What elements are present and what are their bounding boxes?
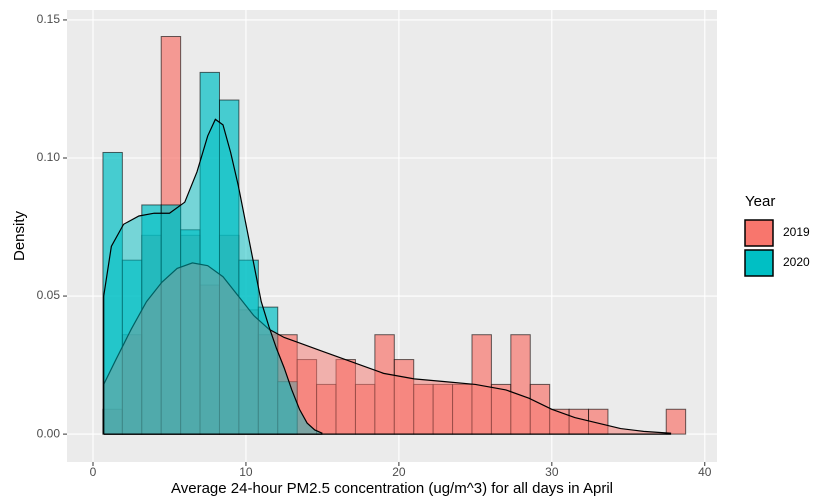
histogram-bar — [665, 408, 687, 435]
y-tick-label: 0.10 — [37, 150, 61, 164]
legend-key — [744, 219, 774, 247]
x-tick-label: 40 — [698, 465, 712, 479]
x-tick-label: 10 — [239, 465, 253, 479]
legend-label: 2020 — [783, 255, 810, 269]
legend-title: Year — [745, 193, 775, 210]
x-axis-title: Average 24-hour PM2.5 concentration (ug/… — [171, 480, 613, 497]
density-line — [103, 118, 323, 434]
density-area — [103, 119, 323, 435]
x-tick-label: 20 — [392, 465, 406, 479]
y-tick-label: 0.15 — [37, 12, 61, 26]
legend-label: 2019 — [783, 225, 810, 239]
y-tick-label: 0.05 — [37, 288, 61, 302]
y-axis-title: Density — [11, 210, 28, 261]
x-tick-label: 30 — [545, 465, 559, 479]
legend-key — [744, 249, 774, 277]
y-tick-label: 0.00 — [37, 426, 61, 440]
x-tick-label: 0 — [90, 465, 97, 479]
